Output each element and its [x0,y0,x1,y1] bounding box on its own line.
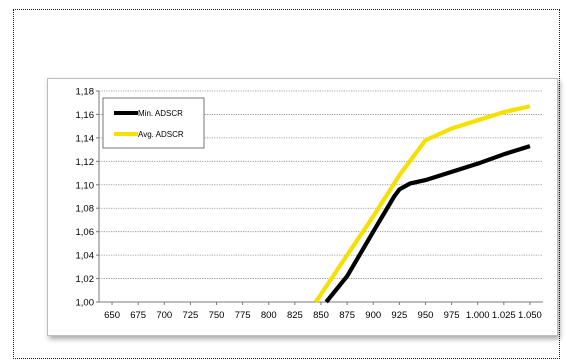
legend-label: Min. ADSCR [138,109,183,118]
x-tick-label: 925 [391,310,407,321]
chart-card: 1,00 1,02 1,04 1,06 1,08 1,10 1,12 1,14 1,16 1,18… [47,78,558,336]
x-axis-tick-labels: 650 675 700 725 750 775 800 825 850 875 900 925 950 9… [104,310,542,321]
outer-frame [13,9,560,359]
x-tick-label: 1.000 [466,310,490,321]
y-tick-label: 1,00 [76,298,95,309]
y-tick-label: 1,12 [76,157,95,168]
y-tick-label: 1,18 [76,87,95,98]
x-tick-label: 850 [313,310,329,321]
y-tick-label: 1,14 [76,133,95,144]
x-tick-label: 750 [209,310,225,321]
y-tick-label: 1,06 [76,227,95,238]
x-tick-label: 650 [104,310,120,321]
x-tick-label: 1.050 [518,310,542,321]
x-tick-label: 1.025 [492,310,516,321]
x-tick-label: 975 [444,310,460,321]
x-tick-label: 950 [418,310,434,321]
y-tick-label: 1,10 [76,180,95,191]
legend-box [102,97,205,149]
y-axis-tick-labels: 1,00 1,02 1,04 1,06 1,08 1,10 1,12 1,14 1,16 1,18 [76,87,95,309]
series-line-avg-adscr [314,104,531,304]
y-tick-label: 1,08 [76,204,95,215]
x-tick-label: 675 [130,310,146,321]
y-tick-label: 1,16 [76,110,95,121]
y-tick-label: 1,02 [76,274,95,285]
legend: Min. ADSCR Avg. ADSCR [102,97,205,149]
y-tick-label: 1,04 [76,251,95,262]
x-tick-label: 725 [182,310,198,321]
grid-lines [99,90,543,279]
series-lines [314,104,531,304]
x-tick-label: 875 [339,310,355,321]
line-chart: 1,00 1,02 1,04 1,06 1,08 1,10 1,12 1,14 1,16 1,18… [76,87,543,321]
axes [96,90,543,305]
x-tick-label: 900 [365,310,381,321]
legend-label: Avg. ADSCR [138,130,184,139]
x-tick-label: 825 [287,310,303,321]
x-tick-label: 700 [156,310,172,321]
x-tick-label: 800 [261,310,277,321]
x-tick-label: 775 [235,310,251,321]
series-line-min-adscr [324,144,531,304]
